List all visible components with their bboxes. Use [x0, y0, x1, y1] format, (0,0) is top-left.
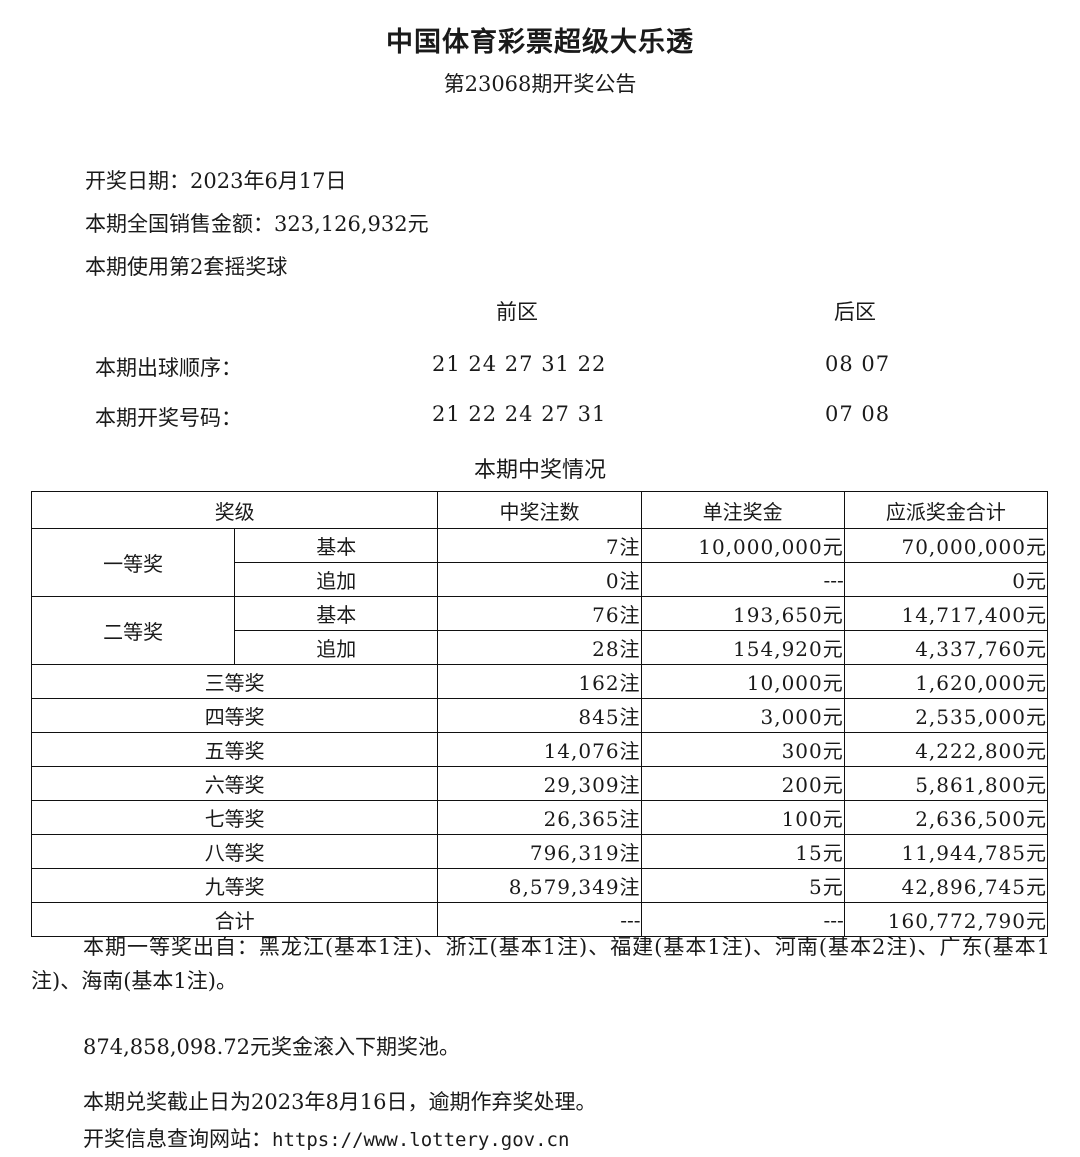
level-label-ninth-prize: 九等奖: [30, 868, 439, 903]
single-prize-value: 10,000,000元: [640, 528, 845, 563]
prize-table: 奖级 中奖注数 单注奖金 应派奖金合计 一等奖 基本 7注 10,000,000…: [30, 491, 1049, 937]
level-label-grand-total: 合计: [30, 902, 439, 937]
count-value: 29,309注: [437, 766, 642, 801]
count-value: 76注: [437, 596, 642, 631]
count-value: 796,319注: [437, 834, 642, 869]
level-label-fifth-prize: 五等奖: [30, 732, 439, 767]
count-value: ---: [437, 902, 642, 937]
single-prize-value: ---: [640, 562, 845, 597]
single-prize-value: 154,920元: [640, 630, 845, 665]
total-prize-value: 42,896,745元: [843, 868, 1049, 903]
single-prize-value: 200元: [640, 766, 845, 801]
table-row: 追加 0注 --- 0元: [32, 562, 1049, 597]
single-prize-value: 193,650元: [640, 596, 845, 631]
single-prize-value: 5元: [640, 868, 845, 903]
header-level: 奖级: [30, 491, 439, 529]
note-first-prize-winners: 本期一等奖出自：黑龙江(基本1注)、浙江(基本1注)、福建(基本1注)、河南(基…: [31, 935, 1050, 993]
table-row: 四等奖 845注 3,000元 2,535,000元: [30, 698, 1049, 733]
ball-set-line: 本期使用第2套摇奖球: [85, 255, 288, 279]
count-value: 28注: [437, 630, 642, 665]
winning-numbers-label: 本期开奖号码：: [95, 406, 242, 430]
sub-label-basic: 基本: [234, 596, 439, 631]
back-zone-label: 后区: [834, 300, 876, 324]
single-prize-value: ---: [640, 902, 845, 937]
single-prize-value: 15元: [640, 834, 845, 869]
table-row: 三等奖 162注 10,000元 1,620,000元: [30, 664, 1049, 699]
table-row: 五等奖 14,076注 300元 4,222,800元: [30, 732, 1049, 767]
ball-order-back-numbers: 08 07: [825, 352, 891, 376]
total-prize-value: 4,337,760元: [843, 630, 1049, 665]
winning-numbers-back: 07 08: [825, 402, 891, 426]
total-prize-value: 70,000,000元: [843, 528, 1049, 563]
total-prize-value: 14,717,400元: [843, 596, 1049, 631]
level-label-seventh-prize: 七等奖: [30, 800, 439, 835]
ball-order-front-numbers: 21 24 27 31 22: [432, 352, 607, 376]
level-label-sixth-prize: 六等奖: [30, 766, 439, 801]
winning-numbers-front: 21 22 24 27 31: [432, 402, 607, 426]
total-prize-value: 5,861,800元: [843, 766, 1049, 801]
table-row: 六等奖 29,309注 200元 5,861,800元: [30, 766, 1049, 801]
page-subtitle: 第23068期开奖公告: [443, 72, 637, 96]
table-row: 八等奖 796,319注 15元 11,944,785元: [30, 834, 1049, 869]
note-claim-deadline: 本期兑奖截止日为2023年8月16日，逾期作弃奖处理。: [83, 1090, 597, 1114]
total-prize-value: 4,222,800元: [843, 732, 1049, 767]
count-value: 845注: [437, 698, 642, 733]
single-prize-value: 3,000元: [640, 698, 845, 733]
website-url[interactable]: https://www.lottery.gov.cn: [272, 1129, 570, 1151]
front-zone-label: 前区: [496, 300, 538, 324]
total-prize-value: 11,944,785元: [843, 834, 1049, 869]
page-title: 中国体育彩票超级大乐透: [386, 27, 694, 58]
total-prize-value: 2,636,500元: [843, 800, 1049, 835]
level-label-eighth-prize: 八等奖: [30, 834, 439, 869]
table-row: 一等奖 基本 7注 10,000,000元 70,000,000元: [30, 528, 1049, 597]
header-count: 中奖注数: [437, 491, 642, 529]
total-prize-value: 160,772,790元: [843, 902, 1049, 937]
table-row-total: 合计 --- --- 160,772,790元: [30, 902, 1049, 937]
prize-table-caption: 本期中奖情况: [473, 458, 606, 483]
count-value: 26,365注: [437, 800, 642, 835]
count-value: 0注: [437, 562, 642, 597]
level-label-third-prize: 三等奖: [30, 664, 439, 699]
total-prize-value: 0元: [843, 562, 1049, 597]
total-prize-value: 2,535,000元: [843, 698, 1049, 733]
count-value: 162注: [437, 664, 642, 699]
table-header-row: 奖级 中奖注数 单注奖金 应派奖金合计: [30, 491, 1049, 529]
level-label-fourth-prize: 四等奖: [30, 698, 439, 733]
count-value: 8,579,349注: [437, 868, 642, 903]
single-prize-value: 300元: [640, 732, 845, 767]
single-prize-value: 100元: [640, 800, 845, 835]
note-rollover-pool: 874,858,098.72元奖金滚入下期奖池。: [83, 1035, 460, 1059]
note-website: 开奖信息查询网站：https://www.lottery.gov.cn: [31, 1122, 1050, 1157]
website-label: 开奖信息查询网站：: [83, 1127, 272, 1151]
table-row: 九等奖 8,579,349注 5元 42,896,745元: [30, 868, 1049, 903]
sub-label-basic: 基本: [234, 528, 439, 563]
table-row: 七等奖 26,365注 100元 2,636,500元: [30, 800, 1049, 835]
header-single: 单注奖金: [640, 491, 845, 529]
header-total: 应派奖金合计: [843, 491, 1049, 529]
total-prize-value: 1,620,000元: [843, 664, 1049, 699]
ball-order-label: 本期出球顺序：: [95, 356, 242, 380]
sub-label-additional: 追加: [234, 562, 439, 597]
single-prize-value: 10,000元: [640, 664, 845, 699]
count-value: 14,076注: [437, 732, 642, 767]
count-value: 7注: [437, 528, 642, 563]
level-label-second-prize: 二等奖: [30, 596, 236, 665]
national-sales-line: 本期全国销售金额：323,126,932元: [85, 212, 429, 236]
sub-label-additional: 追加: [234, 630, 439, 665]
table-row: 二等奖 基本 76注 193,650元 14,717,400元: [30, 596, 1049, 665]
level-label-first-prize: 一等奖: [30, 528, 236, 597]
draw-date-line: 开奖日期：2023年6月17日: [85, 169, 347, 193]
